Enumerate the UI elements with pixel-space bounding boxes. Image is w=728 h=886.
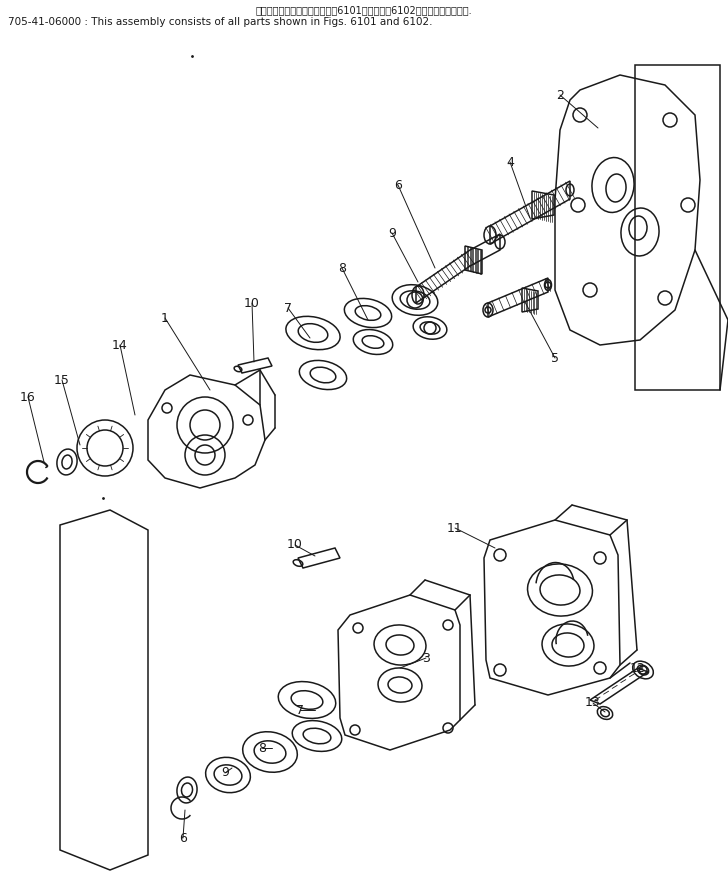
Text: 8: 8 <box>258 742 266 755</box>
Text: 5: 5 <box>551 352 559 364</box>
Text: 6: 6 <box>394 178 402 191</box>
Text: 4: 4 <box>506 156 514 168</box>
Text: 2: 2 <box>556 89 564 102</box>
Text: 7: 7 <box>296 703 304 717</box>
Text: 14: 14 <box>112 338 128 352</box>
Text: 7: 7 <box>284 301 292 315</box>
Text: 6: 6 <box>179 831 187 844</box>
Text: 10: 10 <box>244 297 260 309</box>
Text: 13: 13 <box>585 696 601 710</box>
Text: 16: 16 <box>20 391 36 403</box>
Text: 705-41-06000 : This assembly consists of all parts shown in Figs. 6101 and 6102.: 705-41-06000 : This assembly consists of… <box>8 17 432 27</box>
Text: 9: 9 <box>388 227 396 239</box>
Text: 9: 9 <box>221 766 229 780</box>
Text: 10: 10 <box>287 539 303 551</box>
Text: 8: 8 <box>338 261 346 275</box>
Text: 3: 3 <box>422 651 430 664</box>
Text: 1: 1 <box>161 312 169 324</box>
Text: 15: 15 <box>54 374 70 386</box>
Text: 12: 12 <box>630 662 646 674</box>
Text: 11: 11 <box>447 522 463 534</box>
Text: このアセンブリの構成部品は、6101図および、6102図の部品を含みます.: このアセンブリの構成部品は、6101図および、6102図の部品を含みます. <box>256 5 472 15</box>
